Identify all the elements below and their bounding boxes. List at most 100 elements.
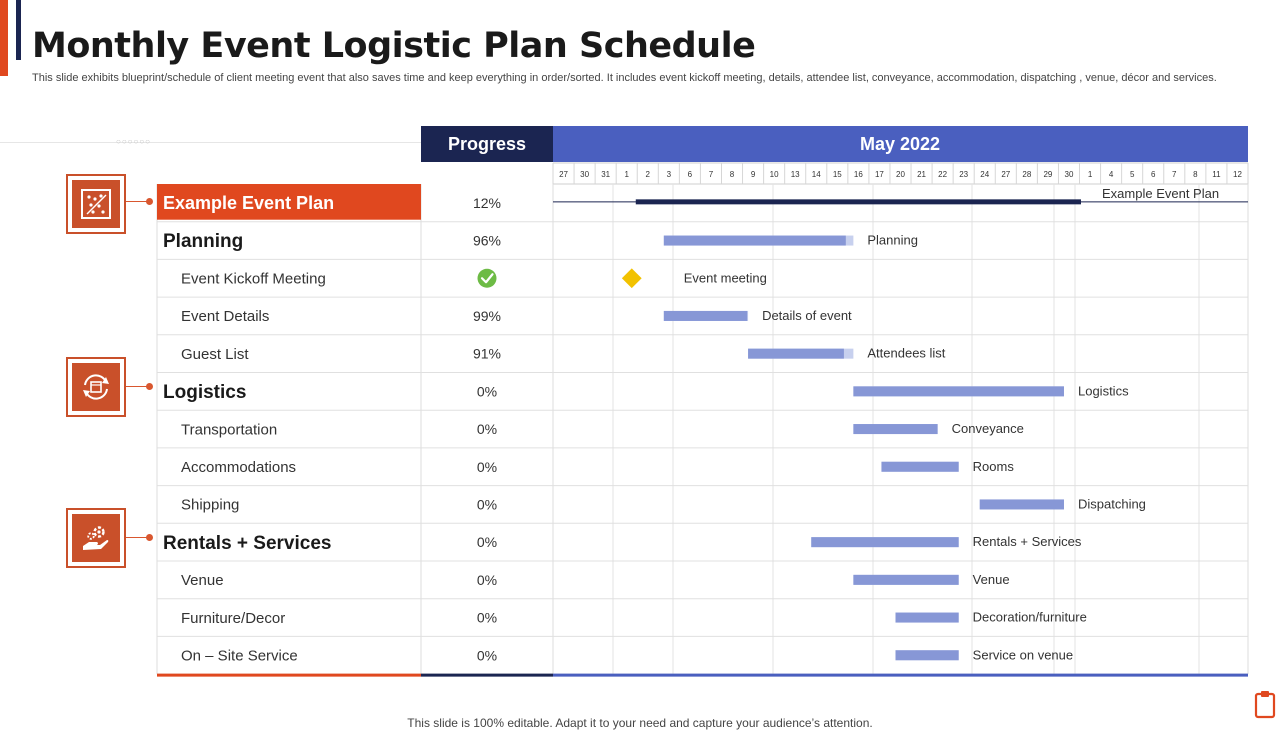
task-bar-track bbox=[811, 537, 959, 548]
check-circle-icon bbox=[477, 268, 497, 288]
date-tick-label: 12 bbox=[1233, 170, 1242, 179]
task-bar bbox=[853, 386, 1064, 397]
date-tick-label: 6 bbox=[1151, 170, 1156, 179]
date-tick-label: 7 bbox=[1172, 170, 1177, 179]
date-tick-label: 30 bbox=[580, 170, 589, 179]
bar-label: Details of event bbox=[762, 308, 852, 323]
bar-label: Example Event Plan bbox=[1102, 186, 1219, 201]
task-bar-track bbox=[853, 424, 938, 435]
date-tick-label: 28 bbox=[1022, 170, 1031, 179]
page-title: Monthly Event Logistic Plan Schedule bbox=[32, 26, 756, 66]
task-bar bbox=[811, 537, 959, 548]
example-plan-header-cell bbox=[157, 184, 421, 220]
date-tick-label: 2 bbox=[646, 170, 651, 179]
task-name: Event Details bbox=[181, 308, 269, 325]
date-tick-label: 21 bbox=[917, 170, 926, 179]
task-bar bbox=[663, 310, 748, 321]
task-bar bbox=[663, 235, 846, 246]
task-name: Venue bbox=[181, 572, 224, 589]
progress-value: 99% bbox=[473, 308, 501, 324]
planning-connector-dot bbox=[146, 198, 153, 205]
bar-label: Rentals + Services bbox=[973, 534, 1082, 549]
date-tick-label: 4 bbox=[1109, 170, 1114, 179]
date-tick-label: 8 bbox=[1193, 170, 1198, 179]
rentals-group-icon bbox=[66, 508, 126, 568]
bar-label: Rooms bbox=[973, 459, 1015, 474]
task-name: Guest List bbox=[181, 346, 249, 363]
task-bar-track bbox=[853, 386, 1064, 397]
task-name: Furniture/Decor bbox=[181, 610, 285, 627]
task-bar bbox=[748, 348, 844, 359]
progress-value: 0% bbox=[477, 459, 497, 475]
task-bar-track bbox=[895, 612, 959, 623]
progress-value: 12% bbox=[473, 195, 501, 211]
month-header: May 2022 bbox=[860, 134, 940, 154]
accent-bar-navy bbox=[16, 0, 21, 60]
task-bar-track bbox=[853, 574, 959, 585]
task-bar bbox=[881, 461, 959, 472]
date-tick-label: 10 bbox=[770, 170, 779, 179]
summary-bar bbox=[635, 199, 1081, 205]
task-bar-track bbox=[663, 235, 854, 246]
group-name: Example Event Plan bbox=[163, 193, 334, 213]
gantt-chart-icon bbox=[81, 189, 111, 219]
logistics-connector bbox=[126, 386, 150, 387]
task-bar-track bbox=[979, 499, 1064, 510]
task-name: On – Site Service bbox=[181, 648, 298, 665]
page-subtitle: This slide exhibits blueprint/schedule o… bbox=[32, 72, 1217, 84]
date-tick-label: 13 bbox=[791, 170, 800, 179]
group-name: Logistics bbox=[163, 382, 246, 403]
progress-value: 0% bbox=[477, 572, 497, 588]
task-name: Transportation bbox=[181, 421, 277, 438]
task-bar-track bbox=[881, 461, 959, 472]
task-bar bbox=[895, 612, 959, 623]
date-tick-label: 22 bbox=[938, 170, 947, 179]
date-tick-label: 31 bbox=[601, 170, 610, 179]
header-divider bbox=[0, 142, 421, 143]
service-hand-gear-icon bbox=[83, 526, 109, 550]
task-bar-track bbox=[748, 348, 854, 359]
progress-value: 0% bbox=[477, 647, 497, 663]
date-tick-label: 7 bbox=[709, 170, 714, 179]
date-tick-label: 11 bbox=[1212, 170, 1221, 179]
date-tick-label: 27 bbox=[559, 170, 568, 179]
month-header-cell bbox=[553, 126, 1248, 162]
date-tick-label: 5 bbox=[1130, 170, 1135, 179]
bar-label: Dispatching bbox=[1078, 496, 1146, 511]
progress-value: 0% bbox=[477, 534, 497, 550]
progress-value: 0% bbox=[477, 383, 497, 399]
task-bar bbox=[853, 424, 938, 435]
clipboard-icon bbox=[1254, 691, 1276, 719]
bar-label: Logistics bbox=[1078, 383, 1129, 398]
date-tick-label: 27 bbox=[1001, 170, 1010, 179]
date-tick-label: 1 bbox=[1088, 170, 1093, 179]
task-name: Accommodations bbox=[181, 459, 296, 476]
progress-header-cell bbox=[421, 126, 553, 162]
logistics-connector-dot bbox=[146, 383, 153, 390]
progress-value: 0% bbox=[477, 421, 497, 437]
date-tick-label: 24 bbox=[980, 170, 989, 179]
progress-value: 96% bbox=[473, 233, 501, 249]
progress-value: 91% bbox=[473, 346, 501, 362]
date-tick-label: 30 bbox=[1065, 170, 1074, 179]
date-tick-label: 29 bbox=[1043, 170, 1052, 179]
milestone-diamond-icon bbox=[621, 268, 642, 289]
bar-label: Planning bbox=[867, 233, 918, 248]
bar-label: Venue bbox=[973, 572, 1010, 587]
task-bar-track bbox=[895, 650, 959, 661]
date-tick-label: 20 bbox=[896, 170, 905, 179]
planning-group-icon bbox=[66, 174, 126, 234]
logistics-group-icon bbox=[66, 357, 126, 417]
bar-label: Event meeting bbox=[684, 270, 767, 285]
task-name: Shipping bbox=[181, 497, 239, 514]
divider-ornament: ○○○○○○ bbox=[116, 137, 151, 146]
rentals-connector bbox=[126, 537, 150, 538]
bar-label: Decoration/furniture bbox=[973, 610, 1087, 625]
date-tick-label: 16 bbox=[854, 170, 863, 179]
bar-label: Attendees list bbox=[867, 346, 945, 361]
bar-label: Conveyance bbox=[952, 421, 1024, 436]
footer-note: This slide is 100% editable. Adapt it to… bbox=[407, 716, 873, 730]
date-tick-label: 17 bbox=[875, 170, 884, 179]
date-tick-label: 8 bbox=[730, 170, 735, 179]
